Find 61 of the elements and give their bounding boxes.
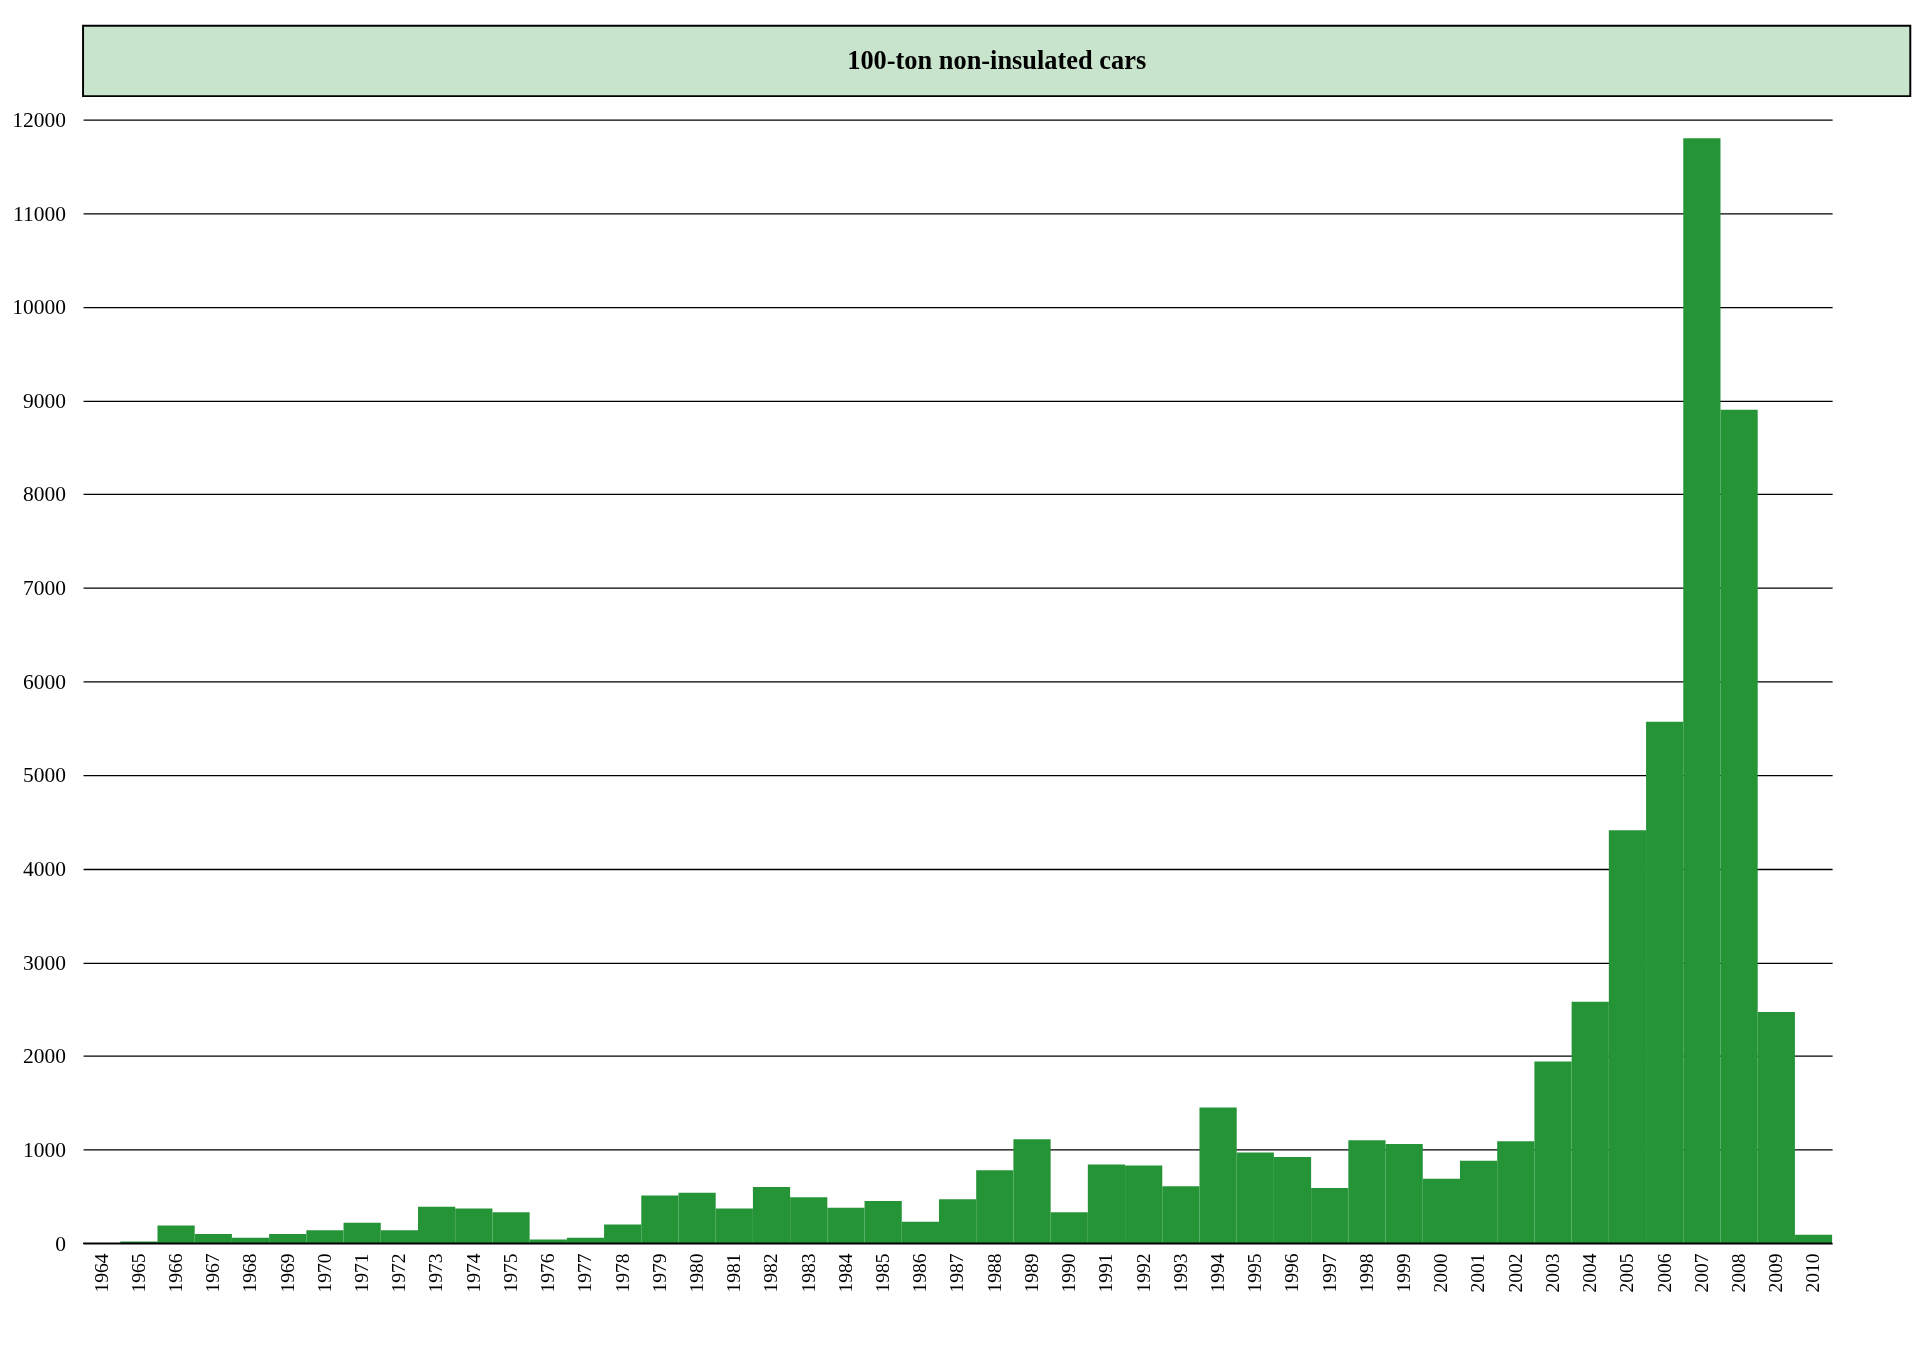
x-tick-label: 2007	[1690, 1253, 1712, 1293]
x-tick-label: 1995	[1244, 1253, 1266, 1293]
x-tick-label: 1994	[1206, 1253, 1228, 1293]
x-tick-label: 1998	[1355, 1253, 1377, 1293]
y-tick-label: 1000	[22, 1137, 66, 1162]
x-tick-label: 1991	[1095, 1253, 1117, 1293]
x-tick-label: 1984	[834, 1253, 856, 1293]
x-tick-label: 1969	[276, 1253, 298, 1293]
x-tick-label: 2008	[1727, 1253, 1749, 1293]
x-tick-label: 1986	[909, 1253, 931, 1293]
x-tick-label: 1983	[797, 1253, 819, 1293]
x-tick-label: 2004	[1579, 1253, 1601, 1293]
x-tick-label: 2005	[1616, 1253, 1638, 1293]
y-tick-label: 11000	[13, 201, 66, 226]
x-tick-label: 1974	[462, 1253, 484, 1293]
y-tick-label: 9000	[22, 388, 66, 413]
x-tick-label: 1988	[983, 1253, 1005, 1293]
x-tick-label: 1980	[685, 1253, 707, 1293]
y-tick-label: 7000	[22, 576, 66, 601]
x-tick-label: 1981	[723, 1253, 745, 1293]
x-tick-label: 2000	[1430, 1253, 1452, 1293]
x-tick-label: 1985	[872, 1253, 894, 1293]
x-tick-label: 1976	[537, 1253, 559, 1293]
x-tick-label: 1968	[239, 1253, 261, 1293]
x-tick-label: 1975	[499, 1253, 521, 1293]
x-tick-label: 1982	[760, 1253, 782, 1293]
x-tick-label: 1979	[648, 1253, 670, 1293]
x-tick-label: 1990	[1058, 1253, 1080, 1293]
x-tick-label: 1966	[164, 1253, 186, 1293]
x-tick-label: 1993	[1169, 1253, 1191, 1293]
y-tick-label: 5000	[22, 763, 66, 788]
x-tick-label: 1987	[946, 1253, 968, 1293]
x-tick-label: 1992	[1132, 1253, 1154, 1293]
x-tick-label: 2009	[1765, 1253, 1787, 1293]
x-tick-label: 1989	[1020, 1253, 1042, 1293]
x-tick-label: 2006	[1653, 1253, 1675, 1293]
x-tick-label: 1997	[1318, 1253, 1340, 1293]
y-tick-label: 2000	[22, 1044, 66, 1069]
y-tick-label: 0	[55, 1231, 66, 1256]
x-tick-label: 1978	[611, 1253, 633, 1293]
x-tick-label: 1970	[313, 1253, 335, 1293]
y-tick-label: 3000	[22, 950, 66, 975]
x-tick-label: 1977	[574, 1253, 596, 1293]
x-tick-label: 1964	[90, 1253, 112, 1293]
x-tick-label: 2002	[1504, 1253, 1526, 1293]
y-tick-label: 6000	[22, 669, 66, 694]
y-tick-label: 12000	[12, 107, 66, 132]
x-tick-label: 1971	[351, 1253, 373, 1293]
x-tick-label: 2001	[1467, 1253, 1489, 1293]
x-tick-label: 2010	[1802, 1253, 1824, 1293]
x-tick-label: 2003	[1541, 1253, 1563, 1293]
chart-title: 100-ton non-insulated cars	[847, 44, 1147, 75]
y-tick-label: 10000	[12, 295, 66, 320]
x-tick-label: 1996	[1281, 1253, 1303, 1293]
x-tick-label: 1967	[202, 1253, 224, 1293]
y-tick-label: 4000	[22, 857, 66, 882]
x-tick-label: 1965	[127, 1253, 149, 1293]
x-tick-label: 1999	[1393, 1253, 1415, 1293]
y-tick-label: 8000	[22, 482, 66, 507]
x-tick-label: 1973	[425, 1253, 447, 1293]
x-tick-label: 1972	[388, 1253, 410, 1293]
